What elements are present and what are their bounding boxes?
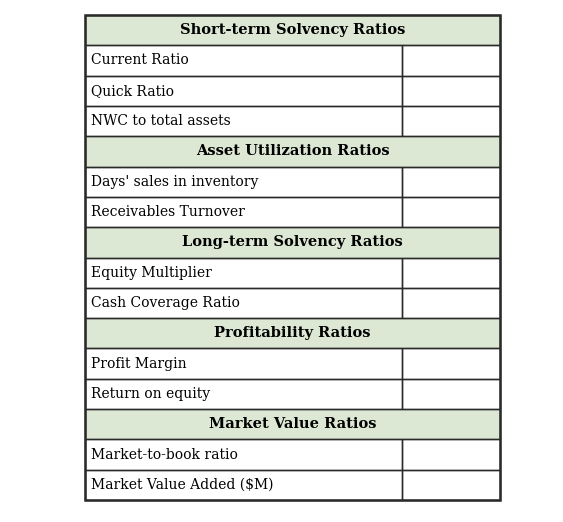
Text: Market Value Ratios: Market Value Ratios [209, 417, 376, 431]
Bar [85, 409, 500, 440]
Bar [403, 379, 500, 409]
Text: Market-to-book ratio: Market-to-book ratio [91, 447, 238, 461]
Bar [403, 288, 500, 318]
Bar [85, 470, 500, 500]
Text: Long-term Solvency Ratios: Long-term Solvency Ratios [182, 235, 403, 250]
Text: Quick Ratio: Quick Ratio [91, 84, 174, 98]
Bar [85, 257, 403, 288]
Text: Profitability Ratios: Profitability Ratios [215, 326, 371, 340]
Text: Profit Margin: Profit Margin [91, 357, 186, 371]
Bar [403, 106, 500, 136]
Bar [85, 136, 500, 167]
Bar [85, 379, 500, 409]
Bar [85, 106, 500, 136]
Bar [403, 257, 500, 288]
Bar [403, 197, 500, 227]
Bar [403, 440, 500, 470]
Bar [85, 409, 500, 440]
Bar [85, 318, 500, 349]
Bar [85, 227, 500, 257]
Bar [85, 288, 500, 318]
Text: Market Value Added ($M): Market Value Added ($M) [91, 478, 274, 492]
Bar [85, 15, 500, 45]
Text: Equity Multiplier: Equity Multiplier [91, 266, 212, 280]
Bar [85, 197, 403, 227]
Bar [85, 349, 500, 379]
Bar [85, 349, 403, 379]
Bar [403, 45, 500, 76]
Bar [85, 440, 403, 470]
Text: NWC to total assets: NWC to total assets [91, 114, 231, 128]
Text: Short-term Solvency Ratios: Short-term Solvency Ratios [180, 23, 405, 37]
Bar [85, 167, 500, 197]
Bar [85, 136, 500, 167]
Bar [85, 76, 403, 106]
Text: Asset Utilization Ratios: Asset Utilization Ratios [196, 145, 389, 158]
Text: Current Ratio: Current Ratio [91, 53, 189, 67]
Bar [85, 197, 500, 227]
Bar [85, 379, 403, 409]
Bar [403, 167, 500, 197]
Text: Return on equity: Return on equity [91, 387, 210, 401]
Bar [85, 167, 403, 197]
Bar [85, 257, 500, 288]
Bar [85, 106, 403, 136]
Bar [85, 45, 403, 76]
Bar [85, 318, 500, 349]
Bar [85, 45, 500, 76]
Bar [85, 227, 500, 257]
Bar [85, 15, 500, 45]
Bar [403, 470, 500, 500]
Text: Days' sales in inventory: Days' sales in inventory [91, 175, 258, 189]
Bar [85, 470, 403, 500]
Bar [85, 440, 500, 470]
Bar [85, 76, 500, 106]
Bar [85, 15, 500, 500]
Bar [403, 76, 500, 106]
Text: Cash Coverage Ratio: Cash Coverage Ratio [91, 296, 240, 310]
Bar [85, 288, 403, 318]
Bar [403, 349, 500, 379]
Text: Receivables Turnover: Receivables Turnover [91, 205, 245, 219]
